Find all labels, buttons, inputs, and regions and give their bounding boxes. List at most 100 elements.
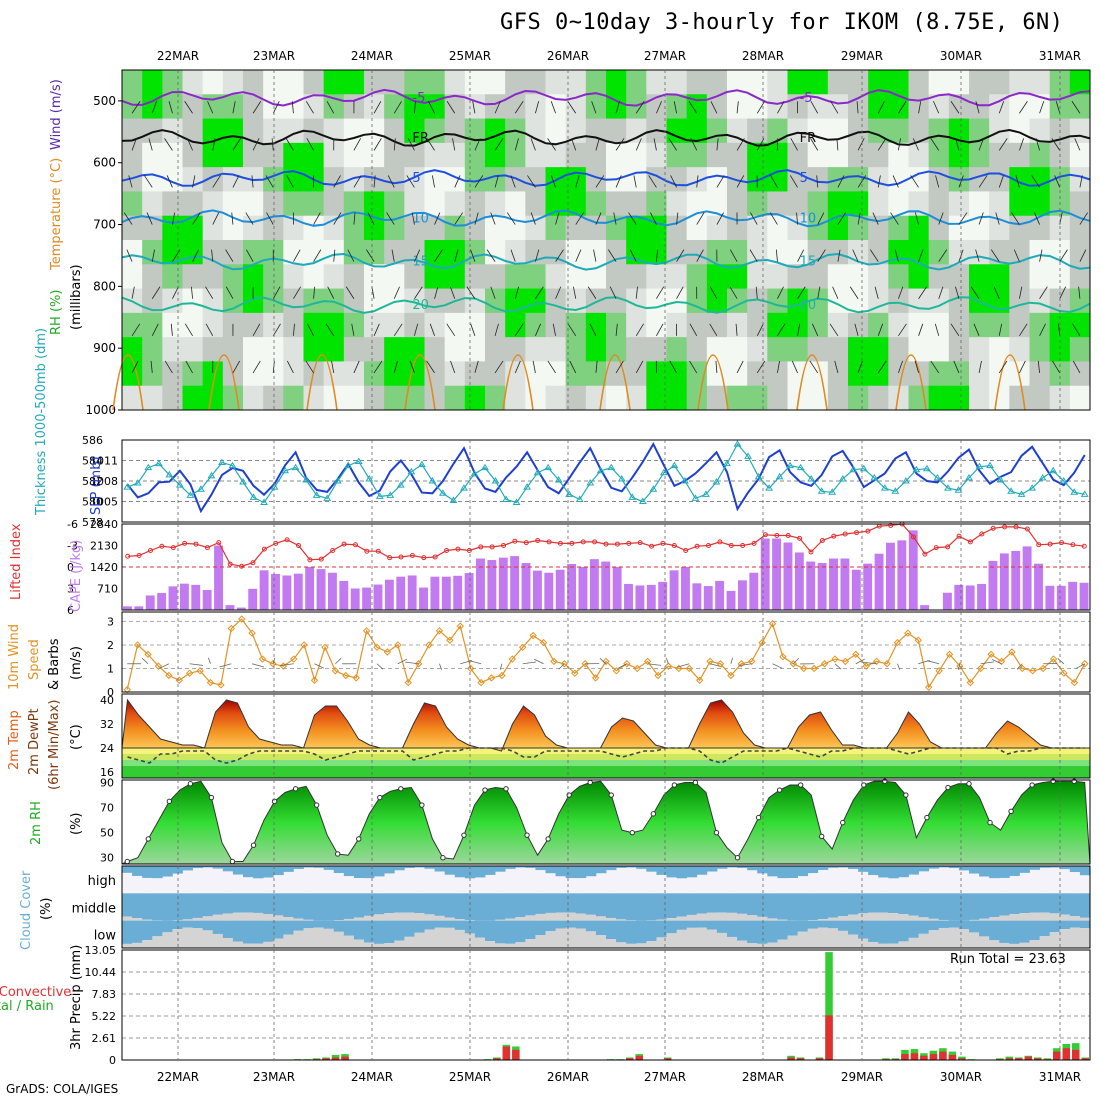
cloud-bar — [253, 893, 263, 913]
cloud-bar — [939, 921, 949, 928]
precip-convective-bar — [825, 1015, 832, 1060]
cape-bar — [977, 584, 986, 610]
cloud-bar — [909, 921, 919, 938]
cloud-bar — [798, 893, 808, 920]
cloud-gap — [233, 913, 243, 921]
rh-shade-cell — [667, 70, 688, 95]
rh-shade-cell — [828, 386, 849, 411]
cape-bar — [749, 573, 758, 610]
rh-shade-cell — [949, 70, 970, 95]
cloud-bar — [1019, 866, 1029, 873]
rh-shade-cell — [445, 143, 466, 168]
cloud-gap — [425, 929, 435, 948]
rh-shade-cell — [667, 143, 688, 168]
date-label-top: 22MAR — [157, 49, 199, 63]
rh-shade-cell — [445, 70, 466, 95]
rh-shade-cell — [969, 386, 990, 411]
pressure-tick-label: 500 — [93, 94, 116, 108]
rh-shade-cell — [606, 289, 627, 314]
cloud-gap — [667, 918, 677, 921]
rh-shade-cell — [546, 94, 567, 119]
cloud-bar — [616, 921, 626, 943]
cloud-gap — [485, 941, 495, 948]
rh-shade-cell — [626, 143, 647, 168]
cloud-bar — [878, 921, 888, 944]
rh-shade-cell — [505, 386, 526, 411]
cape-bar — [374, 585, 383, 610]
isotherm-label: -5 — [800, 91, 813, 106]
cloud-gap — [374, 914, 384, 920]
cloud-bar — [898, 893, 908, 914]
rh-shade-cell — [162, 264, 183, 289]
cloud-level-label: middle — [72, 901, 116, 916]
rh-shade-cell — [909, 361, 930, 386]
isotherm-label: 5 — [412, 171, 420, 186]
rh-shade-cell — [525, 143, 546, 168]
cloud-bar — [888, 921, 898, 944]
rh-shade-cell — [1030, 386, 1051, 411]
rh-shade-cell — [1070, 361, 1091, 386]
thickness-axis-label: Thickness 1000-500mb (dm) — [34, 328, 49, 516]
cloud-bar — [485, 893, 495, 920]
cloud-unit-label: (%) — [39, 898, 54, 921]
rh-shade-cell — [283, 191, 304, 216]
cloud-gap — [777, 940, 787, 948]
cloud-bar — [576, 866, 586, 878]
cloud-gap — [636, 943, 646, 948]
cloud-gap — [596, 935, 606, 948]
cloud-bar — [132, 893, 142, 918]
rh-shade-cell — [1009, 143, 1030, 168]
cape-bar — [180, 584, 189, 610]
cloud-gap — [384, 943, 394, 948]
cloud-bar — [404, 921, 414, 937]
cloud-bar — [223, 866, 233, 871]
rh-shade-cell — [989, 264, 1010, 289]
rh-point — [146, 837, 150, 841]
cloud-gap — [939, 920, 949, 921]
cloud-bar — [193, 893, 203, 918]
cape-bar — [351, 589, 360, 611]
cloud-gap — [909, 938, 919, 948]
date-label-top: 28MAR — [742, 49, 784, 63]
rh-shade-cell — [969, 313, 990, 338]
isotherm-label: 10 — [800, 211, 817, 226]
cape-bar — [954, 585, 963, 610]
rh-shade-cell — [203, 264, 224, 289]
cloud-gap — [757, 944, 767, 948]
cloud-gap — [1050, 913, 1060, 920]
cloud-bar — [435, 866, 445, 871]
rh-shade-cell — [1009, 191, 1030, 216]
cloud-bar — [1080, 893, 1090, 917]
rh-shade-cell — [949, 264, 970, 289]
rh-shade-cell — [566, 70, 587, 95]
rh-shade-cell — [667, 94, 688, 119]
rh-shade-cell — [1009, 386, 1030, 411]
cloud-bar — [515, 893, 525, 917]
rh-shade-cell — [183, 337, 204, 362]
cloud-gap — [737, 941, 747, 948]
rh-shade-cell — [324, 361, 345, 386]
cloud-bar — [828, 893, 838, 917]
cloud-bar — [757, 893, 767, 917]
cloud-gap — [414, 933, 424, 948]
cloud-bar — [475, 866, 485, 877]
cloud-bar — [344, 866, 354, 876]
rh-shade-cell — [324, 264, 345, 289]
rh-shade-cell — [687, 70, 708, 95]
cape-bar — [692, 583, 701, 610]
cloud-gap — [606, 918, 616, 921]
temp-band — [122, 754, 1090, 760]
cloud-bar — [707, 893, 717, 912]
cloud-bar — [193, 921, 203, 928]
rh-point — [272, 799, 276, 803]
cloud-gap — [404, 913, 414, 921]
cape-bar — [1034, 564, 1043, 610]
cloud-bar — [374, 893, 384, 914]
cloud-bar — [556, 866, 566, 876]
rh-shade-cell — [848, 167, 869, 192]
cape-bar — [738, 580, 747, 610]
cloud-bar — [253, 921, 263, 944]
cloud-bar — [777, 893, 787, 919]
cloud-bar — [425, 921, 435, 930]
run-total-label: Run Total = 23.63 — [950, 952, 1066, 967]
